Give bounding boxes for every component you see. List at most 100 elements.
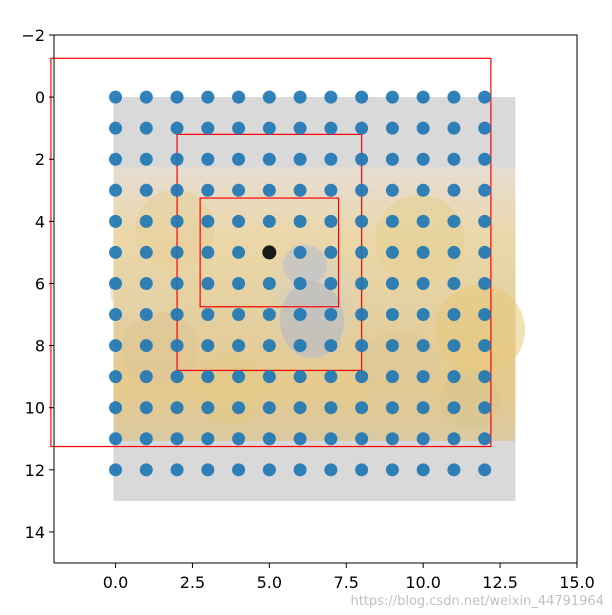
scatter-point [416, 276, 430, 290]
scatter-point [262, 214, 276, 228]
scatter-point [293, 432, 307, 446]
scatter-point [170, 370, 184, 384]
scatter-point [232, 432, 246, 446]
scatter-point [232, 463, 246, 477]
scatter-point [293, 370, 307, 384]
scatter-point [109, 276, 123, 290]
leaf-blob-1 [375, 195, 465, 285]
scatter-point [232, 370, 246, 384]
scatter-point [139, 245, 153, 259]
scatter-point [324, 183, 338, 197]
scatter-point [385, 339, 399, 353]
scatter-point [355, 214, 369, 228]
leaf-blob-3 [122, 312, 198, 388]
scatter-point [478, 401, 492, 415]
scatter-point [447, 214, 461, 228]
scatter-point [355, 339, 369, 353]
y-tick-label: 14 [25, 523, 45, 542]
scatter-point [201, 339, 215, 353]
leaf-blob-0 [135, 190, 215, 270]
scatter-point [109, 214, 123, 228]
scatter-point [385, 183, 399, 197]
scatter-point [262, 90, 276, 104]
y-tick-label: 6 [35, 274, 45, 293]
scatter-point [416, 463, 430, 477]
scatter-point [324, 245, 338, 259]
x-tick-label: 7.5 [334, 573, 359, 592]
scatter-point [293, 339, 307, 353]
scatter-point [170, 432, 184, 446]
scatter-point [201, 245, 215, 259]
scatter-point [293, 183, 307, 197]
scatter-point [201, 308, 215, 322]
x-tick-label: 5.0 [257, 573, 282, 592]
scatter-point [416, 214, 430, 228]
scatter-point [170, 214, 184, 228]
scatter-point [293, 463, 307, 477]
scatter-point [201, 183, 215, 197]
scatter-point [355, 370, 369, 384]
scatter-point [355, 308, 369, 322]
scatter-point [355, 245, 369, 259]
scatter-point [447, 308, 461, 322]
scatter-point [262, 432, 276, 446]
scatter-point [478, 183, 492, 197]
scatter-point [447, 401, 461, 415]
scatter-point [385, 401, 399, 415]
scatter-point [355, 121, 369, 135]
y-tick-label: 2 [35, 150, 45, 169]
scatter-point [447, 121, 461, 135]
x-axis-ticks: 0.0 2.5 5.0 7.5 10.0 12.5 15.0 [103, 563, 595, 592]
scatter-point [262, 183, 276, 197]
scatter-point [478, 339, 492, 353]
scatter-point [416, 121, 430, 135]
scatter-point [478, 121, 492, 135]
scatter-point [324, 121, 338, 135]
scatter-point [324, 463, 338, 477]
scatter-point [416, 339, 430, 353]
y-tick-label: 4 [35, 212, 45, 231]
scatter-point [232, 214, 246, 228]
scatter-point [355, 401, 369, 415]
scatter-point [201, 121, 215, 135]
scatter-point [232, 339, 246, 353]
x-tick-label: 10.0 [405, 573, 441, 592]
scatter-point [293, 276, 307, 290]
scatter-point [447, 245, 461, 259]
scatter-point [324, 370, 338, 384]
y-axis-ticks: −2 0 2 4 6 8 10 12 14 [21, 26, 54, 542]
scatter-point [262, 370, 276, 384]
scatter-point [170, 245, 184, 259]
red-rectangle-0 [199, 197, 340, 308]
watermark-text: https://blog.csdn.net/weixin_44791964 [350, 594, 604, 609]
center-point-layer [262, 245, 277, 260]
scatter-point [355, 183, 369, 197]
leaf-blob-5 [195, 355, 265, 425]
scatter-point [232, 245, 246, 259]
scatter-point [355, 432, 369, 446]
scatter-point [170, 121, 184, 135]
scatter-point [232, 276, 246, 290]
scatter-point [447, 90, 461, 104]
y-tick-label: −2 [21, 26, 45, 45]
scatter-point [478, 276, 492, 290]
scatter-point [478, 245, 492, 259]
scatter-point [109, 463, 123, 477]
scatter-point [170, 152, 184, 166]
scatter-point [139, 90, 153, 104]
scatter-point [139, 152, 153, 166]
scatter-point [385, 214, 399, 228]
scatter-point [324, 401, 338, 415]
leaf-blob-6 [440, 370, 500, 430]
scatter-point [416, 152, 430, 166]
scatter-point [478, 432, 492, 446]
scatter-point [170, 308, 184, 322]
scatter-point [139, 401, 153, 415]
axes-frame [53, 34, 578, 564]
scatter-point [447, 463, 461, 477]
scatter-point [385, 308, 399, 322]
scatter-point [478, 308, 492, 322]
scatter-point [293, 121, 307, 135]
scatter-point [416, 183, 430, 197]
scatter-point [109, 308, 123, 322]
